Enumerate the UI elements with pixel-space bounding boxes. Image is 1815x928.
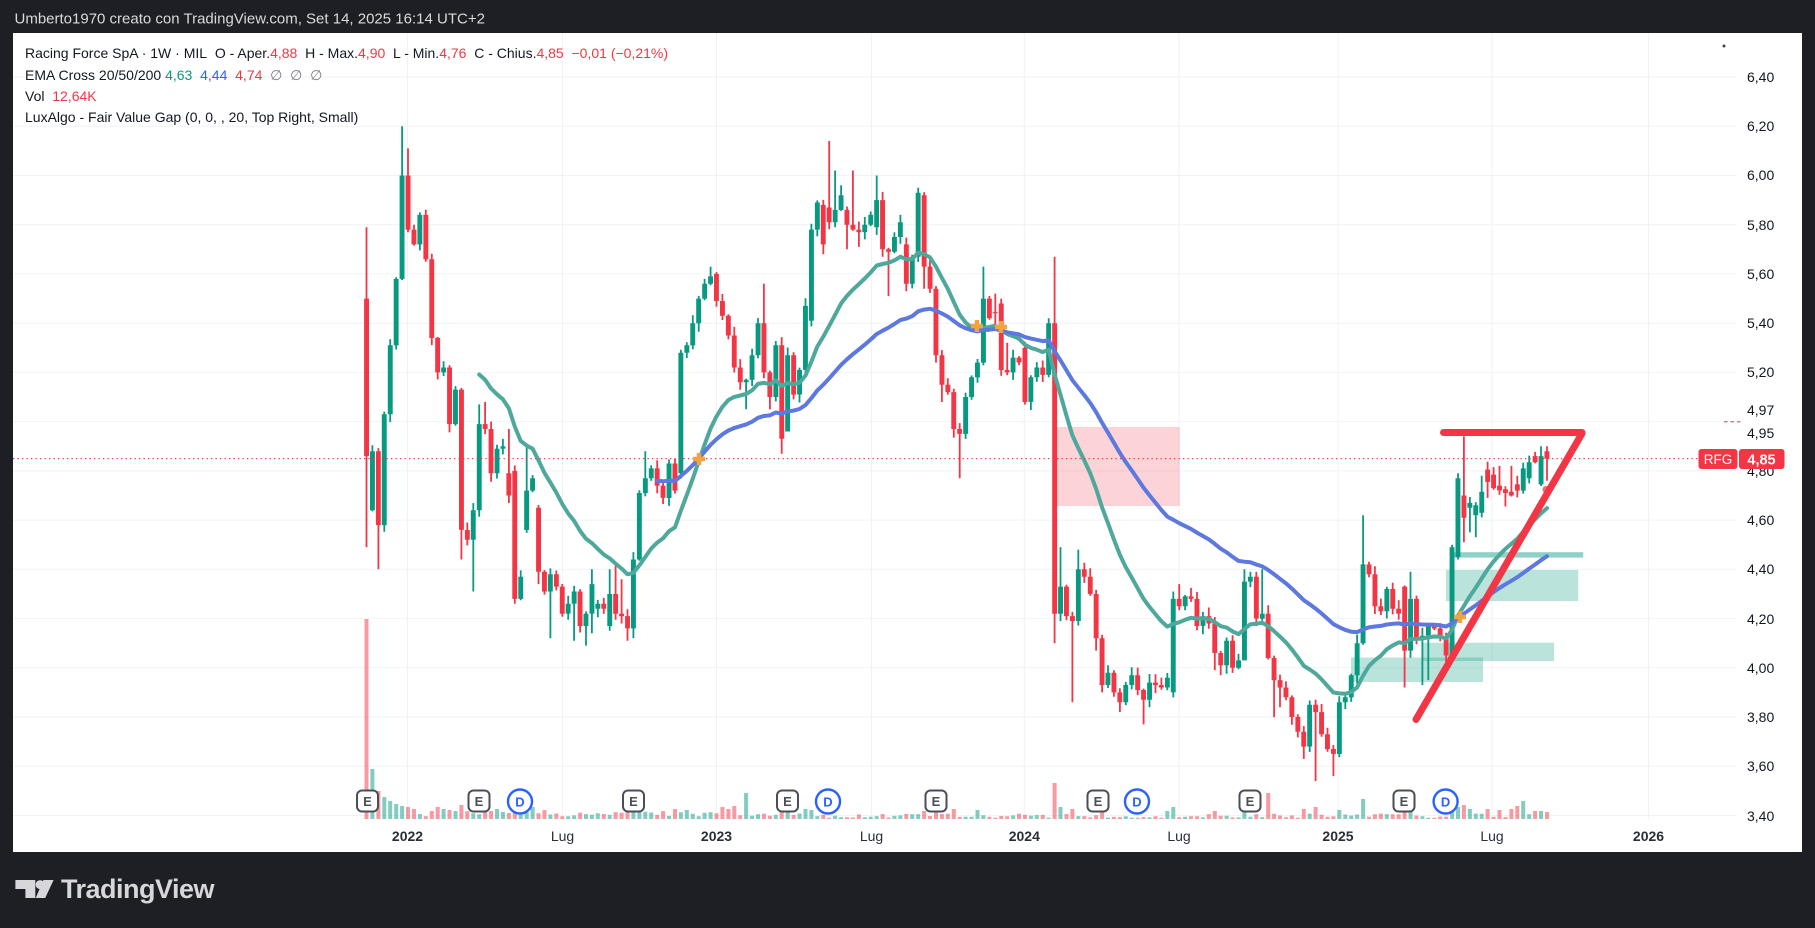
svg-text:E: E — [475, 794, 484, 809]
svg-text:6,00: 6,00 — [1747, 167, 1774, 183]
svg-text:Lug: Lug — [1167, 828, 1190, 844]
svg-text:E: E — [1400, 794, 1409, 809]
svg-text:E: E — [932, 794, 941, 809]
svg-text:RFG: RFG — [1704, 452, 1733, 467]
svg-text:6,40: 6,40 — [1747, 69, 1774, 85]
svg-text:4,60: 4,60 — [1747, 512, 1774, 528]
svg-text:4,40: 4,40 — [1747, 561, 1774, 577]
svg-text:EMA Cross 20/50/200 4,63 4,44: EMA Cross 20/50/200 4,63 4,44 4,74 ∅ ∅ ∅ — [25, 67, 322, 83]
svg-text:5,40: 5,40 — [1747, 315, 1774, 331]
svg-text:D: D — [1441, 795, 1450, 810]
svg-text:3,40: 3,40 — [1747, 808, 1774, 824]
svg-text:3,60: 3,60 — [1747, 758, 1774, 774]
svg-text:4,85: 4,85 — [1747, 453, 1775, 469]
svg-text:5,60: 5,60 — [1747, 266, 1774, 282]
svg-text:2026: 2026 — [1633, 828, 1664, 844]
svg-text:4,97: 4,97 — [1747, 402, 1774, 418]
svg-text:Lug: Lug — [1480, 828, 1503, 844]
svg-text:E: E — [783, 794, 792, 809]
svg-text:5,20: 5,20 — [1747, 364, 1774, 380]
svg-text:Lug: Lug — [860, 828, 883, 844]
svg-text:D: D — [515, 795, 524, 810]
svg-text:2022: 2022 — [392, 828, 423, 844]
svg-text:Vol 12,64K: Vol 12,64K — [25, 88, 97, 104]
svg-text:Umberto1970 creato con Trading: Umberto1970 creato con TradingView.com, … — [15, 11, 485, 28]
svg-text:4,00: 4,00 — [1747, 660, 1774, 676]
svg-text:2023: 2023 — [701, 828, 732, 844]
svg-text:E: E — [1094, 794, 1103, 809]
svg-text:E: E — [629, 794, 638, 809]
svg-text:2024: 2024 — [1009, 828, 1040, 844]
svg-text:2025: 2025 — [1322, 828, 1353, 844]
svg-text:E: E — [363, 794, 372, 809]
svg-text:D: D — [823, 795, 832, 810]
svg-text:3,80: 3,80 — [1747, 709, 1774, 725]
svg-text:4,95: 4,95 — [1747, 425, 1774, 441]
svg-text:TradingView: TradingView — [61, 874, 216, 904]
svg-text:LuxAlgo - Fair Value Gap (0, 0: LuxAlgo - Fair Value Gap (0, 0, , 20, To… — [25, 109, 358, 125]
svg-text:E: E — [1246, 794, 1255, 809]
svg-text:6,20: 6,20 — [1747, 118, 1774, 134]
svg-text:Lug: Lug — [551, 828, 574, 844]
svg-text:4,20: 4,20 — [1747, 611, 1774, 627]
svg-text:D: D — [1132, 795, 1141, 810]
svg-text:5,80: 5,80 — [1747, 217, 1774, 233]
svg-text:Racing Force SpA · 1W · MIL O: Racing Force SpA · 1W · MIL O - Aper.4,8… — [25, 45, 668, 61]
